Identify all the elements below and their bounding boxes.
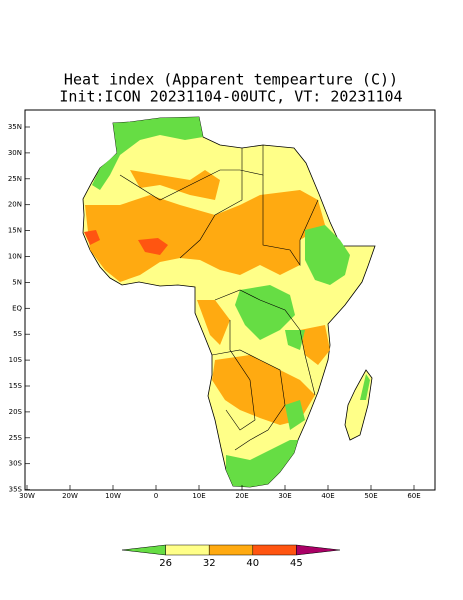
region-mild [305, 225, 350, 285]
region-mild [92, 117, 203, 190]
lon-tick-label: 40E [321, 492, 334, 500]
lat-tick-label: 20S [9, 408, 23, 416]
colorbar-segment [121, 544, 166, 556]
region-mild [235, 285, 295, 340]
lat-tick-label: 10N [8, 253, 22, 261]
colorbar-label: 26 [159, 558, 172, 569]
lat-tick-label: 35S [9, 486, 23, 494]
lon-tick-label: 10W [105, 492, 121, 500]
lon-tick-label: 10E [192, 492, 205, 500]
lon-tick-label: 20W [62, 492, 78, 500]
map-frame [24, 109, 436, 491]
title: Heat index (Apparent tempearture (C)) [64, 71, 398, 89]
lat-tick-label: 20N [8, 201, 22, 209]
region-mild [226, 440, 298, 487]
lat-tick-label: 30N [8, 149, 22, 157]
colorbar-segment [296, 544, 341, 556]
lat-tick-label: 35N [8, 123, 22, 131]
lon-tick-label: 0 [154, 492, 158, 500]
lon-tick-label: 60E [407, 492, 420, 500]
land [82, 116, 376, 488]
colorbar-segment [208, 544, 254, 556]
colorbar-segment [252, 544, 297, 556]
lat-tick-label: 25N [8, 175, 22, 183]
lat-tick-label: 15N [8, 227, 22, 235]
colorbar: 26 32 40 45 [121, 544, 341, 569]
lat-tick-label: 30S [9, 460, 23, 468]
lat-tick-label: 5S [13, 330, 22, 338]
region-mild [285, 400, 305, 430]
lat-tick-label: 15S [9, 382, 23, 390]
lon-tick-label: 30W [19, 492, 35, 500]
map [82, 116, 376, 488]
graticule-ticks: 30W 20W 10W 0 10E 20E 30E 40E 50E 60E 35N 30N 25N 20N… [8, 123, 421, 500]
lat-tick-label: EQ [12, 304, 22, 312]
island-mild [360, 374, 370, 400]
colorbar-label: 45 [290, 558, 303, 569]
colorbar-label: 32 [203, 558, 216, 569]
region-hot [85, 190, 325, 282]
colorbar-segment [165, 544, 210, 556]
region-hot [197, 300, 230, 345]
region-very-hot [138, 238, 168, 255]
lon-tick-label: 20E [235, 492, 248, 500]
region-hot [130, 170, 220, 200]
region-very-hot [84, 230, 100, 245]
subtitle: Init:ICON 20231104-00UTC, VT: 20231104 [59, 88, 402, 106]
borders [119, 145, 319, 451]
colorbar-label: 40 [246, 558, 259, 569]
lat-tick-label: 5N [12, 278, 22, 286]
lat-tick-label: 10S [9, 356, 23, 364]
region-mild [285, 330, 305, 350]
lon-tick-label: 30E [278, 492, 291, 500]
lat-tick-label: 25S [9, 434, 23, 442]
region-hot [300, 325, 330, 365]
lon-tick-label: 50E [364, 492, 377, 500]
